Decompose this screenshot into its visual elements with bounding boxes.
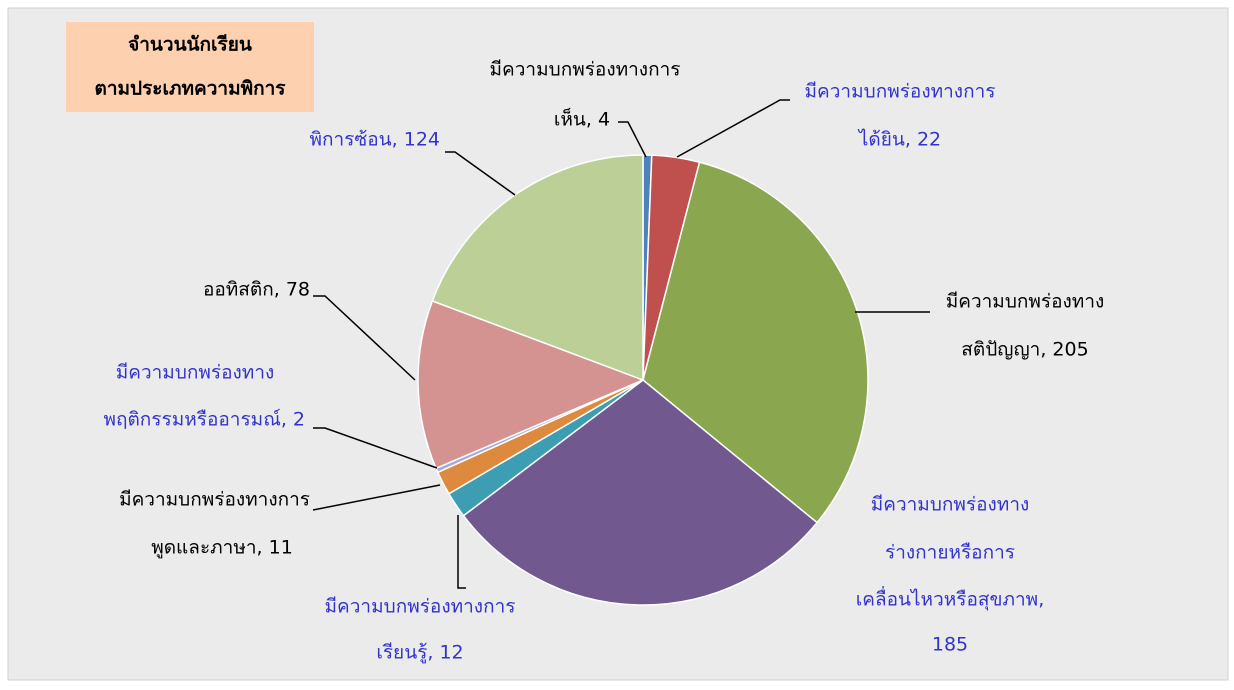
leader-line xyxy=(313,427,438,469)
pie-slice xyxy=(462,379,819,606)
pie-slice xyxy=(642,161,869,524)
data-label: มีความบกพร่องทางการ xyxy=(325,596,516,618)
data-label: มีความบกพร่องทาง xyxy=(871,494,1030,516)
data-label: มีความบกพร่องทาง xyxy=(946,291,1105,313)
data-label: พฤติกรรมหรืออารมณ์, 2 xyxy=(103,409,305,431)
data-label: เห็น, 4 xyxy=(554,107,610,131)
data-label: พูดและภาษา, 11 xyxy=(151,537,293,559)
leader-line xyxy=(312,484,441,511)
leader-line xyxy=(676,99,790,158)
data-label: เรียนรู้, 12 xyxy=(376,642,463,664)
pie-slice xyxy=(417,299,646,470)
data-label: เคลื่อนไหวหรือสุขภาพ, xyxy=(856,586,1044,612)
data-label: มีความบกพร่องทางการ xyxy=(805,81,996,103)
data-label: มีความบกพร่องทางการ xyxy=(119,489,310,511)
data-label: พิการซ้อน, 124 xyxy=(309,129,440,151)
title-box xyxy=(66,22,314,112)
data-label: 185 xyxy=(932,634,968,656)
leader-line xyxy=(618,121,647,158)
leader-line xyxy=(313,295,416,381)
leader-line xyxy=(445,151,516,196)
data-label: ร่างกายหรือการ xyxy=(885,542,1015,564)
chart-title: ตามประเภทความพิการ xyxy=(94,78,286,100)
data-label: ได้ยิน, 22 xyxy=(857,129,941,151)
data-label: ออทิสติก, 78 xyxy=(203,279,310,301)
data-label: มีความบกพร่องทางการ xyxy=(490,59,681,81)
leader-line xyxy=(457,515,466,589)
data-label: สติปัญญา, 205 xyxy=(961,339,1088,361)
data-label: มีความบกพร่องทาง xyxy=(116,362,275,384)
chart-title: จำนวนนักเรียน xyxy=(128,34,252,56)
